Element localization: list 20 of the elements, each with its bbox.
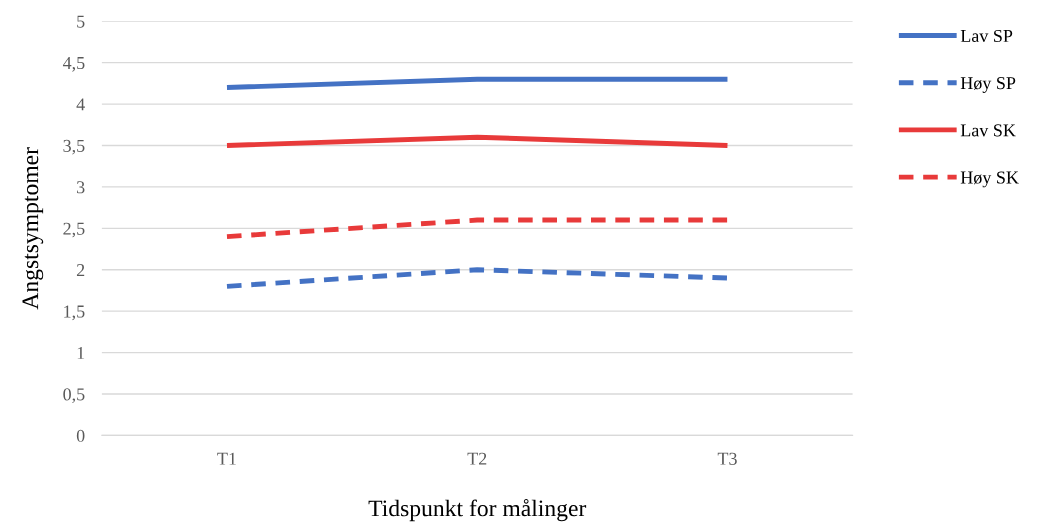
x-tick-label: T1 xyxy=(217,452,236,465)
y-axis-title: Angstsymptomer xyxy=(22,147,44,310)
legend-label: Høy SP xyxy=(960,77,1016,93)
y-tick-label: 3,5 xyxy=(63,139,85,155)
y-tick-label: 1 xyxy=(77,346,85,359)
y-tick-label: 0,5 xyxy=(63,388,85,404)
y-tick-label: 0 xyxy=(76,429,85,442)
y-tick-label: 5 xyxy=(77,15,85,28)
y-tick-label: 1,5 xyxy=(64,305,85,321)
y-tick-label: 3 xyxy=(77,181,85,194)
legend-label: Høy SK xyxy=(960,171,1019,188)
x-tick-label: T3 xyxy=(717,452,737,465)
y-tick-label: 2,5 xyxy=(63,222,85,238)
x-axis-title: Tidspunkt for målinger xyxy=(368,499,587,522)
y-tick-label: 2 xyxy=(76,264,85,277)
y-tick-label: 4,5 xyxy=(62,57,85,72)
legend-label: Lav SP xyxy=(960,29,1013,43)
x-tick-label: T2 xyxy=(467,452,487,465)
y-tick-label: 4 xyxy=(76,98,85,111)
legend-label: Lav SK xyxy=(960,124,1016,137)
